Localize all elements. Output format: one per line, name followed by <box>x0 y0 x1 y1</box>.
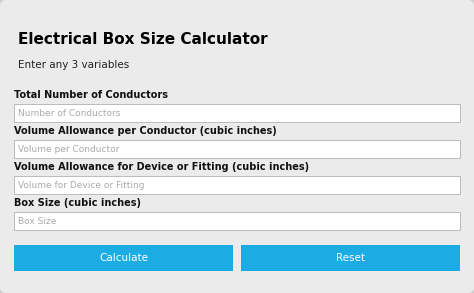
Text: Total Number of Conductors: Total Number of Conductors <box>14 90 168 100</box>
Text: Box Size: Box Size <box>18 217 56 226</box>
Text: Volume for Device or Fitting: Volume for Device or Fitting <box>18 180 145 190</box>
FancyBboxPatch shape <box>14 140 460 158</box>
Text: Volume Allowance per Conductor (cubic inches): Volume Allowance per Conductor (cubic in… <box>14 126 277 136</box>
Text: Reset: Reset <box>336 253 365 263</box>
Text: Enter any 3 variables: Enter any 3 variables <box>18 60 129 70</box>
FancyBboxPatch shape <box>14 176 460 194</box>
FancyBboxPatch shape <box>14 245 233 271</box>
Text: Calculate: Calculate <box>99 253 148 263</box>
FancyBboxPatch shape <box>14 104 460 122</box>
Text: Electrical Box Size Calculator: Electrical Box Size Calculator <box>18 32 268 47</box>
Text: Volume per Conductor: Volume per Conductor <box>18 144 119 154</box>
Text: Box Size (cubic inches): Box Size (cubic inches) <box>14 198 141 208</box>
FancyBboxPatch shape <box>14 212 460 230</box>
Text: Volume Allowance for Device or Fitting (cubic inches): Volume Allowance for Device or Fitting (… <box>14 162 309 172</box>
Text: Number of Conductors: Number of Conductors <box>18 108 120 117</box>
FancyBboxPatch shape <box>241 245 460 271</box>
